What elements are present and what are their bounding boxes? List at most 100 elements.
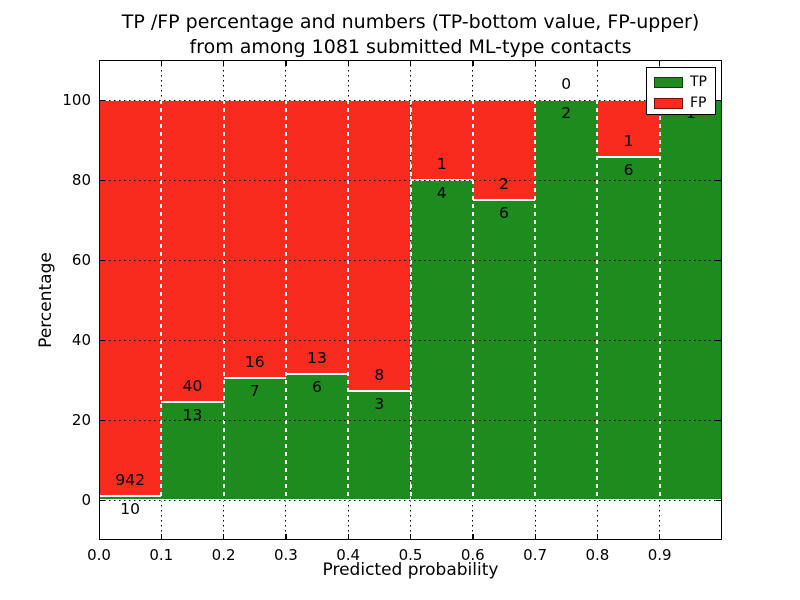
x-tick-mark-bottom [472,534,474,540]
x-tick-label: 0.4 [336,546,361,564]
h-gridline [99,179,722,181]
y-tick-mark-right [716,179,722,181]
bar-segment-separator [161,400,224,403]
y-tick-mark-right [716,339,722,341]
tp-bar-segment [285,373,349,500]
y-tick-label: 60 [71,251,91,269]
x-tick-mark-bottom [98,534,100,540]
x-tick-mark-top [98,60,100,66]
fp-bar-segment [223,100,286,379]
fp-count-label: 0 [561,75,572,93]
y-tick-label: 20 [71,411,91,429]
h-gridline [99,259,722,261]
bar-edge-line [347,100,350,500]
x-tick-label: 0.7 [523,546,548,564]
tp-count-label: 6 [499,204,509,222]
fp-bar-segment [410,100,473,180]
fp-bar-segment [161,100,224,402]
fp-bar-segment [99,100,162,496]
tp-bar-segment [597,157,660,500]
x-tick-mark-bottom [285,534,287,540]
fp-bar-segment [348,100,411,391]
x-tick-label: 0.3 [273,546,298,564]
fp-count-label: 1 [623,132,634,151]
tp-count-label: 7 [249,382,260,401]
x-tick-mark-bottom [534,534,536,540]
x-tick-label: 0.5 [398,546,423,564]
x-tick-mark-bottom [410,534,412,540]
y-tick-mark-left [99,499,105,501]
tp-count-label: 4 [436,184,447,202]
y-tick-mark-right [716,419,722,421]
y-tick-mark-left [99,259,105,261]
chart-title-line1: TP /FP percentage and numbers (TP-bottom… [121,11,700,33]
bar-segment-separator [348,389,411,392]
h-gridline [99,339,722,341]
fp-count-label: 8 [374,365,385,384]
plot-area: TP FP 942104013167136831426021601 [98,60,722,540]
bar-segment-separator [285,372,349,375]
y-tick-mark-right [716,259,722,261]
x-tick-mark-top [534,60,536,66]
bar-edge-line [409,100,412,500]
x-tick-mark-top [347,60,349,66]
y-tick-mark-left [99,419,105,421]
bar-edge-line [658,100,661,500]
fp-count-label: 942 [115,470,145,489]
y-tick-label: 40 [71,331,91,349]
tp-count-label: 6 [623,161,634,180]
bar-segment-separator [597,156,660,159]
fp-count-label: 2 [499,175,509,193]
y-tick-label: 0 [81,491,91,509]
x-tick-mark-bottom [596,534,599,540]
bar-edge-line [160,100,163,500]
y-tick-label: 100 [62,91,91,109]
h-gridline [99,419,722,421]
x-tick-mark-top [472,60,474,66]
tp-count-label: 6 [312,377,322,396]
x-tick-mark-top [659,60,661,66]
bar-segment-separator [472,199,536,201]
chart-title-line2: from among 1081 submitted ML-type contac… [189,36,632,59]
fp-bar-segment [285,100,349,374]
y-tick-mark-left [99,99,105,101]
fp-bar-segment [472,100,536,200]
fp-count-label: 1 [436,155,447,173]
fp-count-label: 13 [307,348,327,367]
tp-count-label: 3 [374,394,385,413]
bar-edge-line [534,100,537,500]
y-tick-mark-left [99,339,105,341]
tp-bar-segment [659,100,722,500]
y-tick-label: 80 [71,171,91,189]
bar-edge-line [596,100,599,500]
x-tick-label: 0.1 [149,546,174,564]
legend-swatch-fp [654,98,683,109]
x-tick-mark-bottom [223,534,225,540]
tp-bar-segment [99,495,162,500]
x-tick-mark-bottom [160,534,163,540]
x-tick-mark-bottom [347,534,349,540]
x-tick-label: 0.0 [87,546,111,564]
h-gridline [99,99,722,101]
x-axis-label: Predicted probability [322,560,499,580]
chart-title: TP /FP percentage and numbers (TP-bottom… [99,10,722,60]
h-gridline [99,499,722,501]
tp-bar-segment [223,378,286,500]
x-tick-label: 0.6 [460,546,485,564]
tp-bar-segment [535,100,598,500]
bar-segment-separator [99,494,162,497]
bar-edge-line [284,100,287,500]
tp-bar-segment [348,390,411,500]
legend-label-tp: TP [690,74,707,90]
bar-edge-line [222,100,225,500]
tp-bar-segment [472,200,536,500]
x-tick-mark-top [285,60,287,66]
tp-count-label: 2 [561,104,572,122]
tp-count-label: 10 [120,499,141,518]
x-tick-mark-top [223,60,225,66]
y-tick-mark-right [716,499,722,501]
bar-segment-separator [223,377,286,380]
x-tick-mark-bottom [659,534,661,540]
fp-count-label: 40 [182,376,203,395]
